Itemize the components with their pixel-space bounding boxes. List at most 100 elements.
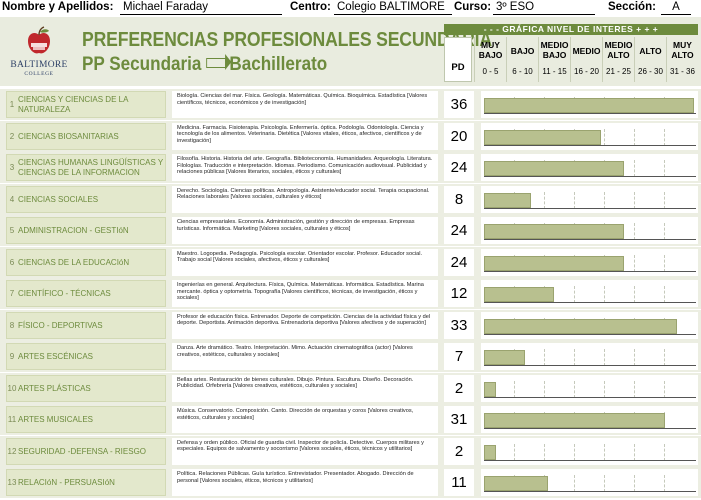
grid-line [604,191,605,209]
legend-level: MEDIO 16 - 20 [570,37,602,82]
legend-level: MEDIO ALTO 21 - 25 [602,37,634,82]
legend-level-name: MEDIO ALTO [604,40,633,60]
score-value: 20 [444,122,474,150]
legend-level-name: MEDIO [572,46,601,56]
category-cell [6,311,166,339]
table-row: 8 FÍSICO - DEPORTIVAS Profesor de educació… [0,309,701,341]
grid-line [604,380,605,398]
score-bar-cell [481,280,698,307]
grid-line [634,223,635,240]
subtitle-left: PP Secundaria [82,54,202,75]
category-description: Profesor de educación física. Entrenador… [172,311,438,339]
bar-baseline [484,428,696,429]
table-row: 6 CIENCIAS DE LA EDUCACIóN Maestro. Logope… [0,246,701,278]
bar-baseline [484,459,696,461]
category-description: Música. Conservatorio. Composición. Cant… [172,406,438,433]
grid-line [634,160,635,177]
table-row: 1 CIENCIAS Y CIENCIAS DE LA NATURALEZA Bio… [0,89,701,120]
row-number: 12 [7,446,17,456]
course-field[interactable]: 3º ESO [493,1,595,15]
category-cell [6,343,166,370]
report-header: BALTIMORE COLLEGE PREFERENCIAS PROFESION… [0,17,701,86]
score-value: 31 [444,406,474,433]
category-label: ARTES PLÁSTICAS [18,383,91,393]
legend-level: MEDIO BAJO 11 - 15 [538,37,570,82]
bar-baseline [484,396,696,398]
score-value: 7 [444,343,474,370]
table-row: 11 ARTES MUSICALES Música. Conservatorio. … [0,404,701,435]
score-value: 11 [444,469,474,496]
grid-line [664,349,665,366]
table-row: 3 CIENCIAS HUMANAS LINGÜÍSTICAS Y CIENCIA… [0,152,701,183]
legend-level-name: BAJO [510,46,535,56]
row-number: 3 [9,163,15,172]
category-label: FÍSICO - DEPORTIVAS [18,320,103,330]
legend-level: MUY BAJO 0 - 5 [474,37,506,82]
page-subtitle: PP Secundaria Bachillerato [82,54,327,76]
score-bar [484,476,549,491]
category-label: ARTES ESCÉNICAS [18,352,93,361]
logo-subtext: COLLEGE [24,71,54,77]
score-value: 24 [444,248,474,276]
course-label: Curso: [454,1,492,13]
score-bar-cell [481,437,698,465]
grid-line [604,475,605,492]
score-bar [484,161,624,176]
grid-line [514,443,515,461]
bar-baseline [484,144,696,146]
grid-line [634,380,635,398]
bar-baseline [484,239,696,240]
score-value: 2 [444,374,474,402]
arrow-right-icon [205,54,232,70]
apple-icon [28,26,50,54]
row-number: 5 [9,226,15,235]
table-row: 12 SEGURIDAD -DEFENSA - RIESGO Defensa y o… [0,435,701,467]
grid-line [604,349,605,366]
score-bar [484,224,624,239]
score-bar [484,287,554,302]
score-bar [484,318,677,334]
row-number: 10 [7,383,17,393]
grid-line [514,380,515,398]
grid-line [664,223,665,240]
grid-line [664,286,665,303]
score-bar-cell [481,217,698,244]
score-bar [484,444,496,460]
score-value: 33 [444,311,474,339]
legend-level-name: MUY BAJO [478,40,503,60]
category-description: Maestro. Logopedia. Pedagogía. Psicologí… [172,248,438,276]
subtitle-right: Bachillerato [229,54,328,75]
grid-line [664,443,665,461]
category-label: RELACIóN - PERSUASIóN [18,478,115,487]
name-field[interactable]: Michael Faraday [120,1,282,15]
score-bar [484,381,496,397]
bar-baseline [484,207,696,209]
grid-line [664,191,665,209]
score-bar-cell [481,469,698,496]
legend-level-name: MUY ALTO [671,40,694,60]
grid-line [634,128,635,146]
score-bar-cell [481,374,698,402]
row-number: 8 [9,320,15,330]
score-bar-cell [481,122,698,150]
legend-level: MUY ALTO 31 - 36 [666,37,698,82]
score-bar [484,98,694,113]
score-bar [484,255,624,271]
section-field[interactable]: A [661,1,691,15]
legend-level-name: MEDIO BAJO [540,40,569,60]
legend-level-range: 6 - 10 [512,67,533,76]
logo-text: BALTIMORE [10,60,68,70]
grid-line [664,380,665,398]
page-title: PREFERENCIAS PROFESIONALES SECUNDARIA [82,28,492,51]
table-row: 10 ARTES PLÁSTICAS Bellas artes. Restaurac… [0,372,701,404]
grid-line [634,254,635,272]
row-number: 4 [9,194,15,204]
table-row: 4 CIENCIAS SOCIALES Derecho. Sociología. C… [0,183,701,215]
section-label: Sección: [608,1,656,13]
category-cell [6,248,166,276]
centre-field[interactable]: Colegio BALTIMORE [334,1,452,15]
grid-line [544,349,545,366]
row-number: 7 [9,289,15,298]
row-number: 6 [9,257,15,267]
row-number: 2 [9,131,15,141]
